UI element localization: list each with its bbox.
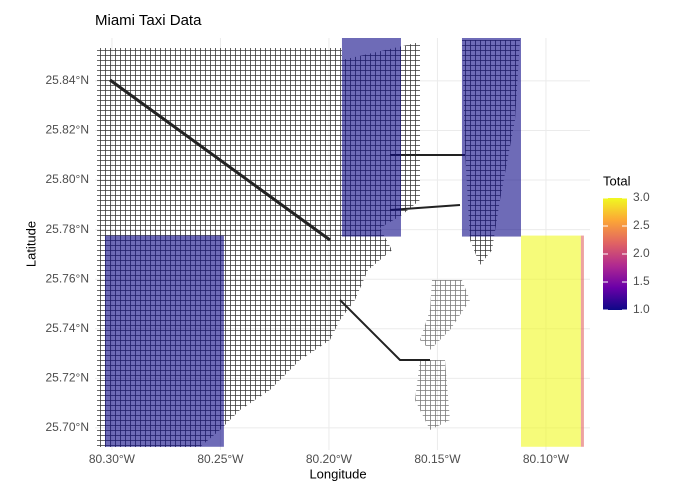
colorbar-label: 1.5 xyxy=(633,274,650,288)
y-tick-label: 25.82°N xyxy=(46,123,90,137)
tile xyxy=(461,38,521,237)
tile xyxy=(104,235,224,447)
colorbar-label: 2.0 xyxy=(633,246,650,260)
y-tick-label: 25.72°N xyxy=(46,371,90,385)
tile xyxy=(580,235,584,447)
x-axis-title: Longitude xyxy=(309,466,366,481)
x-tick-label: 80.15°W xyxy=(414,452,461,466)
legend-title: Total xyxy=(603,173,631,188)
x-tick-label: 80.25°W xyxy=(197,452,244,466)
y-tick-label: 25.74°N xyxy=(46,321,90,335)
x-tick-label: 80.30°W xyxy=(89,452,136,466)
y-tick-label: 25.84°N xyxy=(46,73,90,87)
tile xyxy=(520,235,581,447)
colorbar-label: 2.5 xyxy=(633,218,650,232)
x-tick-label: 80.10°W xyxy=(523,452,570,466)
y-tick-label: 25.70°N xyxy=(46,420,90,434)
y-axis-title: Latitude xyxy=(23,221,38,267)
y-tick-label: 25.78°N xyxy=(46,222,90,236)
colorbar-label: 3.0 xyxy=(633,190,650,204)
colorbar-label: 1.0 xyxy=(633,302,650,316)
x-tick-label: 80.20°W xyxy=(306,452,353,466)
y-tick-label: 25.76°N xyxy=(46,271,90,285)
y-tick-label: 25.80°N xyxy=(46,172,90,186)
chart-title: Miami Taxi Data xyxy=(95,12,202,29)
tile xyxy=(341,38,401,237)
